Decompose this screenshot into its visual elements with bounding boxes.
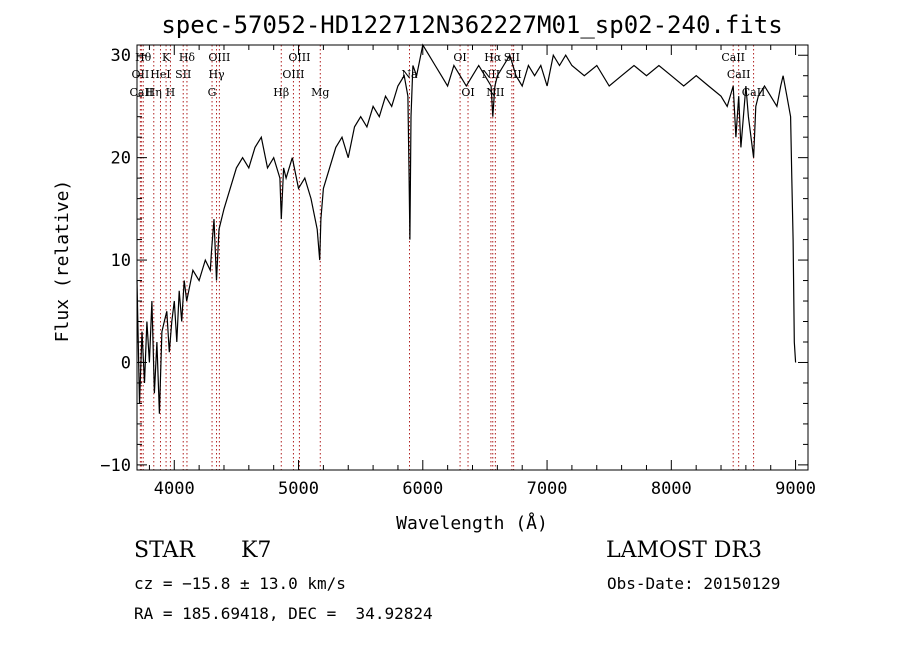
spectral-line-label: Hδ: [179, 51, 196, 64]
spectral-line-label: OIII: [282, 68, 304, 81]
axis-ticks: [137, 45, 808, 470]
observation-date: Obs-Date: 20150129: [607, 574, 781, 593]
object-class: STAR: [134, 538, 195, 563]
spectral-line-label: K: [162, 51, 171, 64]
spectral-line-label: SII: [506, 68, 522, 81]
spectral-line-label: OIII: [208, 51, 230, 64]
y-axis-label: Flux (relative): [52, 180, 73, 343]
x-tick-label: 9000: [775, 479, 816, 499]
spectral-line-label: G: [208, 86, 217, 99]
spectral-line-label: CaII: [727, 68, 751, 81]
y-tick-label: 30: [111, 46, 131, 66]
y-tick-label: 20: [111, 149, 131, 169]
spectral-line-label: Mg: [311, 86, 329, 99]
spectral-line-label: Hη: [146, 86, 162, 99]
spectrum-series-line: [136, 43, 797, 414]
x-tick-label: 6000: [402, 479, 443, 499]
spectral-line-label: SII: [504, 51, 520, 64]
spectral-line-markers: [139, 45, 755, 470]
object-subclass: K7: [241, 538, 272, 563]
spectral-line-label: OI: [461, 86, 474, 99]
x-tick-label: 5000: [278, 479, 319, 499]
spectral-line-label: Hγ: [208, 68, 225, 81]
spectral-line-label: Hθ: [135, 51, 152, 64]
y-tick-label: −10: [100, 456, 131, 476]
spectral-line-label: SII: [175, 68, 191, 81]
spectral-line-label: CaII: [742, 86, 766, 99]
spectrum-chart: spec-57052-HD122712N362227M01_sp02-240.f…: [52, 11, 816, 534]
x-axis-label: Wavelength (Å): [396, 512, 548, 534]
chart-title: spec-57052-HD122712N362227M01_sp02-240.f…: [161, 11, 782, 39]
spectral-line-label: HeI: [150, 68, 170, 81]
spectral-line-label: H: [166, 86, 176, 99]
x-tick-label: 7000: [527, 479, 568, 499]
spectral-line-label: Hβ: [273, 86, 289, 99]
y-tick-labels: −10 0 10 20 30: [100, 46, 131, 476]
spectral-line-label: OII: [131, 68, 149, 81]
x-tick-label: 8000: [651, 479, 692, 499]
x-tick-labels: 4000 5000 6000 7000 8000 9000: [154, 479, 816, 499]
plot-frame: [136, 44, 809, 471]
spectral-line-label: CaII: [130, 86, 154, 99]
spectral-line-label: Hα: [484, 51, 502, 64]
spectral-line-label: OIII: [288, 51, 310, 64]
spectral-line-label: Na: [401, 68, 418, 81]
y-tick-label: 0: [121, 353, 131, 373]
survey-name: LAMOST DR3: [606, 538, 762, 563]
y-tick-label: 10: [111, 251, 131, 271]
redshift-cz: cz = −15.8 ± 13.0 km/s: [134, 574, 346, 593]
spectral-line-label: OI: [453, 51, 466, 64]
x-tick-label: 4000: [154, 479, 195, 499]
ra-dec-coordinates: RA = 185.69418, DEC = 34.92824: [134, 604, 433, 623]
spectral-line-label: CaII: [721, 51, 745, 64]
